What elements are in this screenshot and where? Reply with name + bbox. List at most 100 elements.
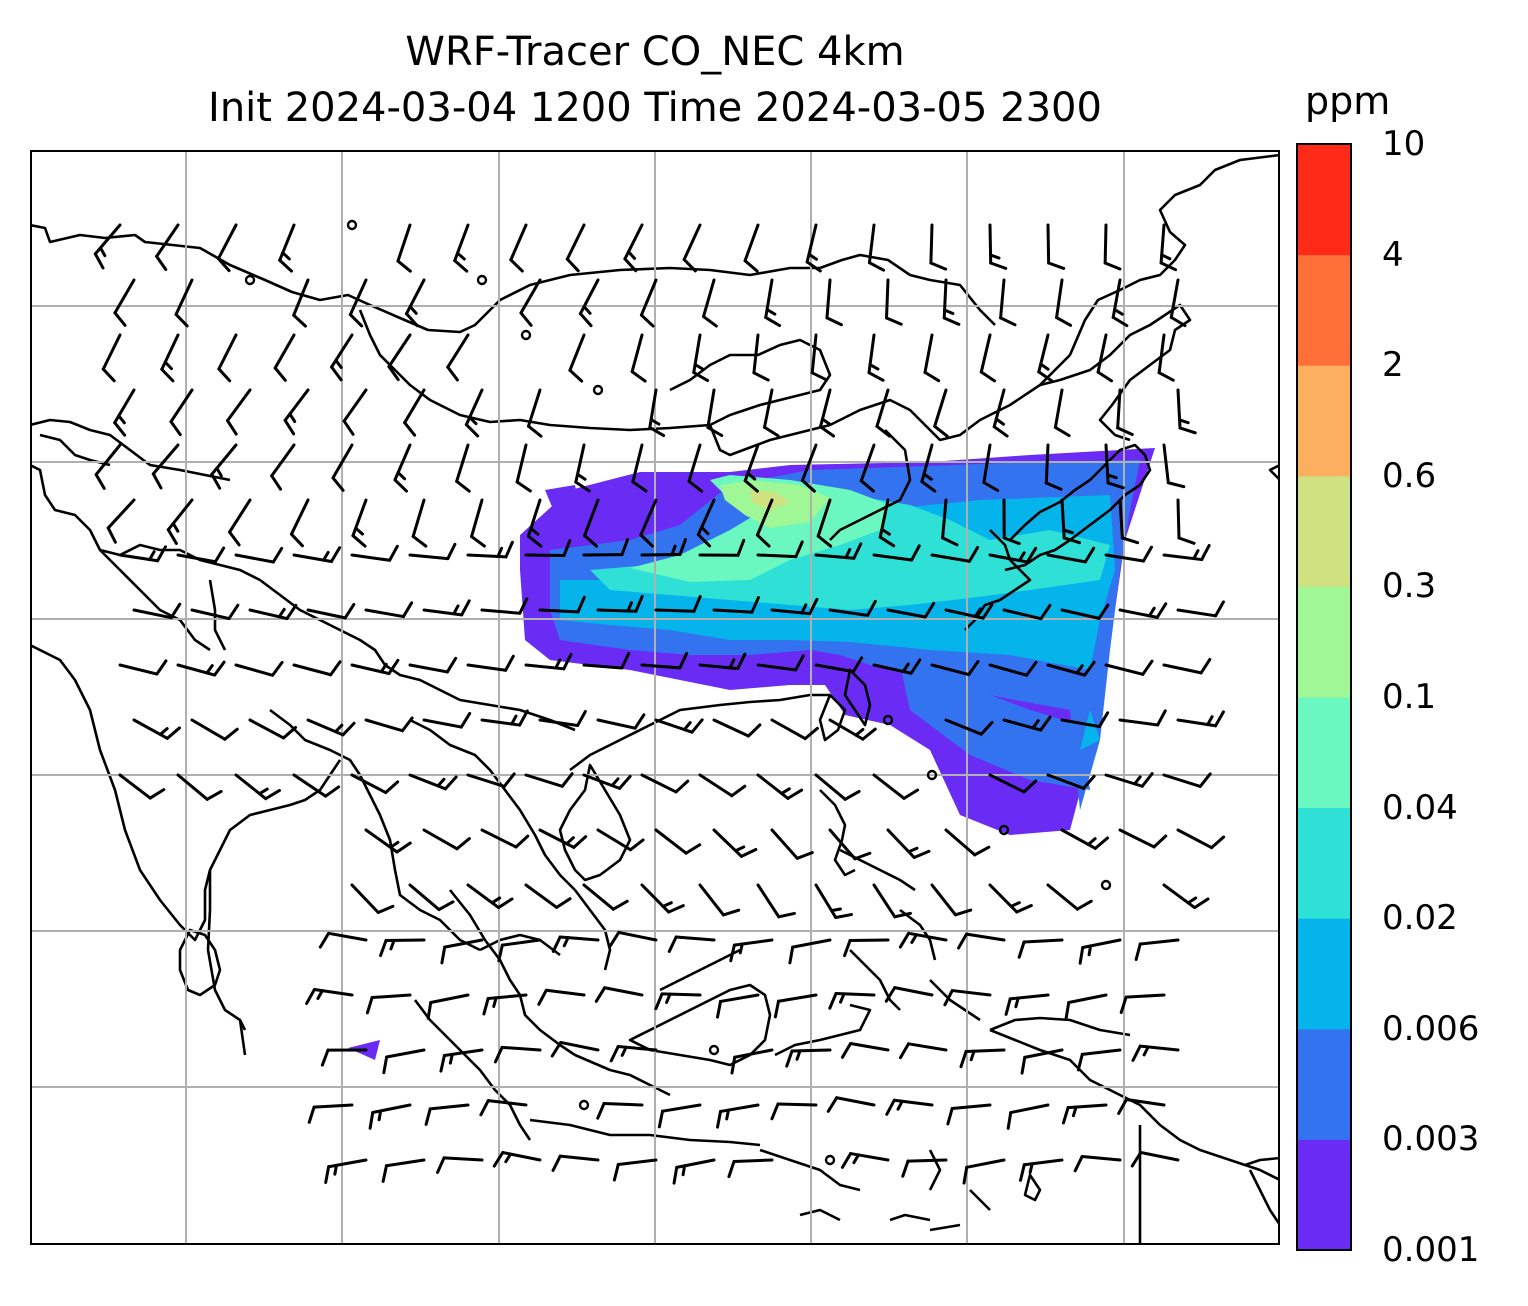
wind-barb bbox=[1162, 543, 1211, 562]
wind-barb-calm bbox=[708, 1044, 720, 1056]
wind-barb bbox=[743, 443, 760, 493]
colorbar-tick-label: 2 bbox=[1382, 345, 1404, 386]
wind-barb bbox=[234, 773, 281, 801]
coastline-segment bbox=[558, 763, 632, 882]
wind-barb bbox=[480, 828, 530, 849]
coastline-segment bbox=[628, 983, 772, 1067]
wind-barb bbox=[988, 223, 1008, 270]
wind-barb bbox=[342, 388, 368, 436]
coastline-segment bbox=[448, 889, 576, 1057]
wind-barb bbox=[999, 278, 1017, 327]
wind-barb bbox=[466, 540, 514, 559]
wind-barb bbox=[840, 1152, 890, 1169]
wind-barb bbox=[942, 278, 961, 326]
colorbar-segment bbox=[1297, 1139, 1351, 1251]
wind-barb bbox=[698, 538, 746, 557]
wind-barb bbox=[368, 1103, 412, 1130]
wind-barb bbox=[696, 498, 716, 548]
wind-barb bbox=[756, 883, 796, 919]
wind-barb bbox=[785, 1048, 832, 1068]
wind-barb bbox=[1002, 498, 1021, 546]
colorbar-tick-label: 0.6 bbox=[1382, 455, 1437, 496]
wind-barb bbox=[930, 883, 973, 917]
wind-barb bbox=[657, 1103, 702, 1129]
wind-barb bbox=[482, 993, 528, 1016]
wind-barb bbox=[988, 883, 1033, 914]
wind-barb bbox=[422, 599, 471, 617]
wind-barb bbox=[113, 278, 136, 327]
wind-barb bbox=[933, 388, 949, 438]
wind-barb bbox=[814, 773, 861, 801]
wind-barb bbox=[1162, 657, 1212, 675]
wind-barb bbox=[550, 1040, 600, 1058]
colorbar-segment bbox=[1297, 254, 1351, 366]
wind-barb bbox=[306, 602, 356, 620]
wind-barb bbox=[113, 388, 136, 437]
wind-barb bbox=[565, 223, 586, 273]
wind-barb bbox=[1116, 388, 1134, 437]
wind-barb bbox=[453, 223, 470, 273]
wind-barb bbox=[151, 443, 180, 490]
colorbar-tick-label: 0.001 bbox=[1382, 1230, 1480, 1270]
tracer-plume bbox=[348, 448, 1155, 1060]
wind-barb bbox=[959, 1048, 1006, 1069]
wind-barb bbox=[350, 544, 399, 562]
wind-barb bbox=[944, 603, 994, 620]
wind-barb bbox=[155, 223, 180, 272]
wind-barb bbox=[174, 278, 194, 328]
wind-barb bbox=[885, 278, 903, 326]
wind-barb bbox=[582, 538, 630, 557]
wind-barb bbox=[764, 278, 782, 328]
wind-barb bbox=[538, 595, 586, 614]
wind-barb bbox=[1157, 333, 1175, 382]
map-panel bbox=[30, 150, 1280, 1245]
wind-barb bbox=[524, 772, 574, 788]
wind-barb bbox=[436, 1156, 484, 1174]
wind-barb bbox=[466, 654, 515, 672]
wind-barb bbox=[403, 388, 426, 437]
wind-barb bbox=[623, 223, 644, 273]
wind-barb bbox=[828, 992, 876, 1010]
wind-barb bbox=[756, 540, 804, 559]
coastline-segment bbox=[659, 948, 741, 992]
wind-barb bbox=[480, 709, 529, 727]
wind-barb bbox=[875, 388, 892, 438]
wind-barb bbox=[608, 930, 658, 948]
wind-barb bbox=[1060, 828, 1109, 850]
wind-barb bbox=[770, 718, 819, 741]
wind-barb bbox=[1064, 993, 1108, 1020]
colorbar-tick-label: 4 bbox=[1382, 234, 1404, 275]
wind-barb bbox=[466, 772, 516, 788]
wind-barb bbox=[1104, 772, 1154, 788]
coastline-segment bbox=[30, 418, 231, 482]
wind-barb bbox=[422, 828, 471, 851]
wind-barb bbox=[654, 718, 704, 734]
wind-barb bbox=[729, 938, 774, 963]
wind-barb bbox=[1002, 715, 1052, 732]
wind-barb bbox=[755, 498, 774, 548]
coastline-segment bbox=[759, 1148, 861, 1192]
wind-barb bbox=[292, 660, 342, 677]
coastline-segment bbox=[928, 1149, 942, 1191]
wind-barb bbox=[814, 656, 864, 674]
wind-barb bbox=[101, 333, 122, 383]
wind-barb bbox=[1044, 443, 1063, 491]
wind-barb bbox=[962, 1158, 1006, 1185]
wind-barb bbox=[526, 498, 543, 548]
wind-barb bbox=[957, 932, 1006, 950]
coastline-segment bbox=[1268, 463, 1280, 481]
wind-barb bbox=[816, 498, 833, 548]
wind-barb bbox=[132, 602, 182, 620]
colorbar-segment bbox=[1297, 697, 1351, 809]
colorbar-segment bbox=[1297, 807, 1351, 919]
wind-barb bbox=[278, 223, 296, 273]
wind-barb bbox=[596, 713, 646, 730]
wind-barb bbox=[1104, 545, 1153, 563]
wind-barb bbox=[901, 1158, 948, 1178]
coastline-segment bbox=[39, 433, 111, 467]
wind-barb bbox=[283, 388, 310, 436]
wind-barb bbox=[640, 538, 687, 557]
wind-barb bbox=[872, 544, 921, 562]
wind-barb bbox=[1131, 1044, 1180, 1062]
wind-barb bbox=[217, 333, 238, 383]
